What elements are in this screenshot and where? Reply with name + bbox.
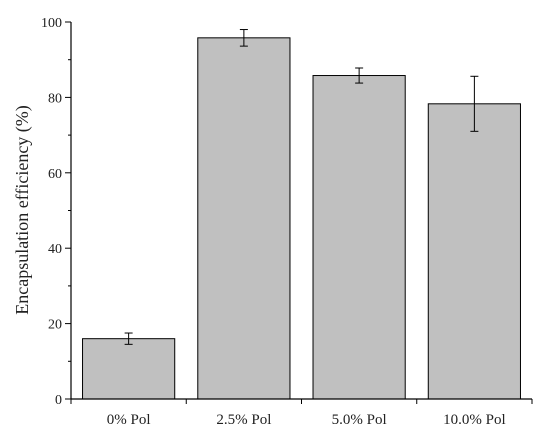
y-ticks-group: 0 20 40 60 80 100 — [41, 16, 71, 408]
x-tick-label-2: 5.0% Pol — [332, 412, 387, 428]
bar-0 — [82, 338, 176, 400]
y-tick-label-2: 40 — [48, 242, 62, 257]
y-tick-label-5: 100 — [41, 16, 62, 31]
y-tick-label-3: 60 — [48, 167, 62, 182]
y-tick-label-4: 80 — [48, 91, 62, 106]
bar-1 — [197, 37, 291, 400]
error-bars-group — [124, 29, 479, 345]
y-tick-label-1: 20 — [48, 318, 62, 333]
error-bar-3 — [470, 75, 479, 132]
error-bar-2 — [355, 67, 364, 84]
bar-3 — [427, 103, 521, 400]
x-tick-label-3: 10.0% Pol — [443, 412, 506, 428]
bar-2 — [312, 75, 406, 400]
y-tick-label-0: 0 — [55, 393, 62, 408]
bars-group — [82, 37, 521, 400]
x-tick-label-1: 2.5% Pol — [216, 412, 271, 428]
error-bar-1 — [239, 29, 248, 47]
x-labels-group: 0% Pol 2.5% Pol 5.0% Pol 10.0% Pol — [107, 412, 506, 428]
x-tick-label-0: 0% Pol — [107, 412, 151, 428]
error-bar-0 — [124, 332, 133, 345]
y-axis-title: Encapsulation efficiency (%) — [12, 105, 33, 315]
